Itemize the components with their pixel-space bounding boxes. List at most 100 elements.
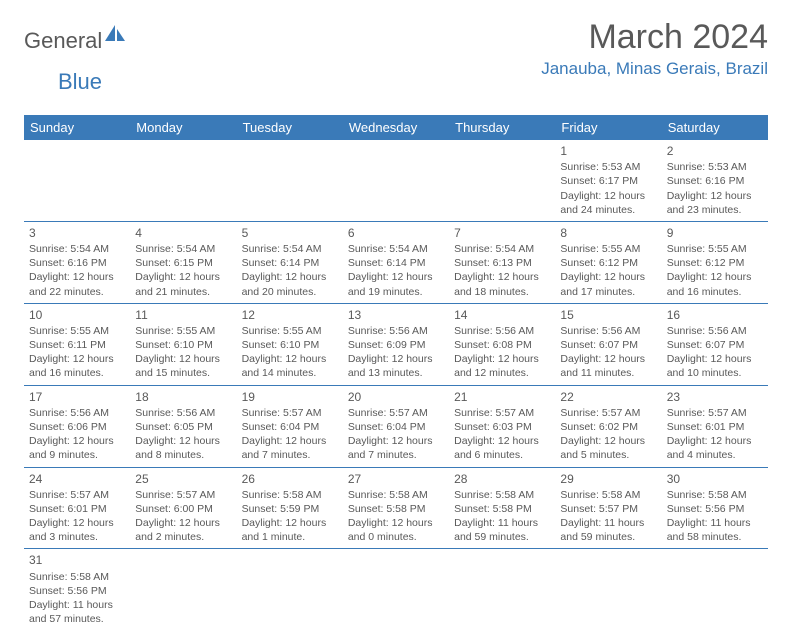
calendar-cell: 11Sunrise: 5:55 AMSunset: 6:10 PMDayligh… [130,303,236,385]
calendar-cell: 4Sunrise: 5:54 AMSunset: 6:15 PMDaylight… [130,221,236,303]
sunset-text: Sunset: 6:16 PM [667,174,763,188]
day-number: 7 [454,225,550,241]
day-number: 30 [667,471,763,487]
calendar-cell: 12Sunrise: 5:55 AMSunset: 6:10 PMDayligh… [237,303,343,385]
sunset-text: Sunset: 5:58 PM [454,502,550,516]
daylight-text: Daylight: 11 hours and 58 minutes. [667,516,763,544]
day-number: 2 [667,143,763,159]
calendar-cell: 10Sunrise: 5:55 AMSunset: 6:11 PMDayligh… [24,303,130,385]
sunrise-text: Sunrise: 5:56 AM [29,406,125,420]
calendar-cell: 18Sunrise: 5:56 AMSunset: 6:05 PMDayligh… [130,385,236,467]
daylight-text: Daylight: 12 hours and 17 minutes. [560,270,656,298]
calendar-row: 1Sunrise: 5:53 AMSunset: 6:17 PMDaylight… [24,140,768,221]
day-number: 19 [242,389,338,405]
sunset-text: Sunset: 6:07 PM [560,338,656,352]
calendar-cell [555,549,661,630]
day-number: 3 [29,225,125,241]
day-number: 24 [29,471,125,487]
calendar-row: 31Sunrise: 5:58 AMSunset: 5:56 PMDayligh… [24,549,768,630]
day-number: 28 [454,471,550,487]
day-number: 1 [560,143,656,159]
sunset-text: Sunset: 6:07 PM [667,338,763,352]
daylight-text: Daylight: 12 hours and 9 minutes. [29,434,125,462]
sunset-text: Sunset: 6:03 PM [454,420,550,434]
daylight-text: Daylight: 12 hours and 8 minutes. [135,434,231,462]
sunset-text: Sunset: 5:57 PM [560,502,656,516]
sunrise-text: Sunrise: 5:53 AM [560,160,656,174]
sunset-text: Sunset: 6:12 PM [560,256,656,270]
calendar-cell [343,549,449,630]
daylight-text: Daylight: 12 hours and 14 minutes. [242,352,338,380]
month-title: March 2024 [541,18,768,57]
day-header: Thursday [449,115,555,140]
sunset-text: Sunset: 6:05 PM [135,420,231,434]
sunrise-text: Sunrise: 5:54 AM [242,242,338,256]
sunrise-text: Sunrise: 5:56 AM [135,406,231,420]
daylight-text: Daylight: 12 hours and 6 minutes. [454,434,550,462]
day-number: 25 [135,471,231,487]
sunrise-text: Sunrise: 5:57 AM [135,488,231,502]
sunrise-text: Sunrise: 5:55 AM [560,242,656,256]
sunrise-text: Sunrise: 5:56 AM [560,324,656,338]
day-number: 15 [560,307,656,323]
calendar-table: Sunday Monday Tuesday Wednesday Thursday… [24,115,768,630]
calendar-cell [449,140,555,221]
daylight-text: Daylight: 11 hours and 59 minutes. [560,516,656,544]
sunset-text: Sunset: 6:14 PM [242,256,338,270]
calendar-cell [449,549,555,630]
daylight-text: Daylight: 12 hours and 7 minutes. [242,434,338,462]
sunset-text: Sunset: 6:08 PM [454,338,550,352]
day-header: Sunday [24,115,130,140]
sunset-text: Sunset: 6:10 PM [135,338,231,352]
daylight-text: Daylight: 12 hours and 3 minutes. [29,516,125,544]
calendar-row: 17Sunrise: 5:56 AMSunset: 6:06 PMDayligh… [24,385,768,467]
daylight-text: Daylight: 12 hours and 5 minutes. [560,434,656,462]
day-number: 12 [242,307,338,323]
daylight-text: Daylight: 12 hours and 7 minutes. [348,434,444,462]
sunrise-text: Sunrise: 5:56 AM [667,324,763,338]
calendar-row: 24Sunrise: 5:57 AMSunset: 6:01 PMDayligh… [24,467,768,549]
daylight-text: Daylight: 12 hours and 12 minutes. [454,352,550,380]
sunset-text: Sunset: 6:12 PM [667,256,763,270]
sunset-text: Sunset: 6:01 PM [667,420,763,434]
sunset-text: Sunset: 6:11 PM [29,338,125,352]
calendar-cell: 6Sunrise: 5:54 AMSunset: 6:14 PMDaylight… [343,221,449,303]
day-number: 31 [29,552,125,568]
daylight-text: Daylight: 12 hours and 20 minutes. [242,270,338,298]
sail-icon [104,24,126,47]
calendar-cell [130,549,236,630]
sunrise-text: Sunrise: 5:58 AM [29,570,125,584]
logo: General [24,24,126,57]
daylight-text: Daylight: 12 hours and 4 minutes. [667,434,763,462]
calendar-cell: 14Sunrise: 5:56 AMSunset: 6:08 PMDayligh… [449,303,555,385]
calendar-cell [237,549,343,630]
sunset-text: Sunset: 5:58 PM [348,502,444,516]
calendar-cell [237,140,343,221]
day-number: 22 [560,389,656,405]
daylight-text: Daylight: 12 hours and 16 minutes. [667,270,763,298]
daylight-text: Daylight: 12 hours and 0 minutes. [348,516,444,544]
sunrise-text: Sunrise: 5:57 AM [29,488,125,502]
day-header: Monday [130,115,236,140]
calendar-cell: 22Sunrise: 5:57 AMSunset: 6:02 PMDayligh… [555,385,661,467]
day-number: 20 [348,389,444,405]
day-number: 26 [242,471,338,487]
day-number: 8 [560,225,656,241]
sunset-text: Sunset: 6:14 PM [348,256,444,270]
sunset-text: Sunset: 6:02 PM [560,420,656,434]
day-header-row: Sunday Monday Tuesday Wednesday Thursday… [24,115,768,140]
daylight-text: Daylight: 12 hours and 23 minutes. [667,189,763,217]
calendar-cell: 16Sunrise: 5:56 AMSunset: 6:07 PMDayligh… [662,303,768,385]
sunrise-text: Sunrise: 5:58 AM [454,488,550,502]
sunrise-text: Sunrise: 5:57 AM [348,406,444,420]
sunrise-text: Sunrise: 5:56 AM [454,324,550,338]
sunrise-text: Sunrise: 5:57 AM [242,406,338,420]
calendar-cell: 2Sunrise: 5:53 AMSunset: 6:16 PMDaylight… [662,140,768,221]
day-number: 6 [348,225,444,241]
calendar-cell: 5Sunrise: 5:54 AMSunset: 6:14 PMDaylight… [237,221,343,303]
sunset-text: Sunset: 6:16 PM [29,256,125,270]
day-number: 17 [29,389,125,405]
calendar-cell: 30Sunrise: 5:58 AMSunset: 5:56 PMDayligh… [662,467,768,549]
calendar-cell: 9Sunrise: 5:55 AMSunset: 6:12 PMDaylight… [662,221,768,303]
daylight-text: Daylight: 12 hours and 15 minutes. [135,352,231,380]
